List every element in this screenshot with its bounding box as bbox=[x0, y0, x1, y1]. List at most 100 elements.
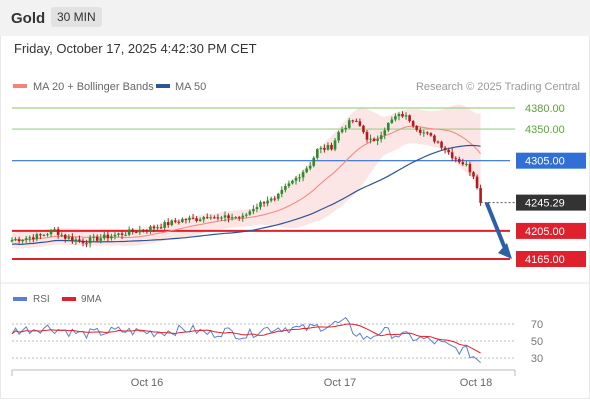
candle-body bbox=[220, 217, 223, 219]
symbol-title: Gold bbox=[11, 10, 46, 27]
candle-body bbox=[447, 149, 450, 153]
candle-body bbox=[376, 139, 379, 141]
candle-body bbox=[443, 147, 447, 150]
candle-body bbox=[49, 230, 53, 235]
candle-body bbox=[301, 172, 305, 178]
candle-body bbox=[53, 229, 56, 231]
x-tick-label-2: Oct 18 bbox=[460, 377, 492, 389]
candle-body bbox=[465, 163, 468, 165]
candle-body bbox=[369, 138, 372, 140]
candle-body bbox=[255, 207, 259, 210]
candle-body bbox=[305, 168, 308, 173]
candle-body bbox=[333, 140, 337, 150]
candle-body bbox=[205, 217, 209, 219]
candle-body bbox=[181, 219, 184, 223]
candle-body bbox=[422, 132, 426, 134]
candle-body bbox=[237, 217, 241, 219]
candle-body bbox=[106, 234, 110, 239]
forecast-arrow-head bbox=[498, 243, 512, 259]
candle-body bbox=[418, 130, 422, 133]
candle-body bbox=[198, 219, 202, 222]
candle-body bbox=[450, 152, 454, 159]
candle-body bbox=[188, 217, 191, 221]
candle-body bbox=[291, 180, 294, 184]
rsi-ma-line bbox=[11, 323, 481, 354]
candle-body bbox=[21, 239, 24, 242]
candle-body bbox=[230, 217, 234, 219]
candle-body bbox=[124, 234, 127, 236]
candle-body bbox=[429, 133, 433, 136]
candle-body bbox=[191, 217, 195, 219]
candle-body bbox=[227, 215, 230, 219]
candle-body bbox=[159, 227, 163, 229]
timeframe-badge[interactable]: 30 MIN bbox=[51, 7, 102, 27]
x-tick-label-0: Oct 16 bbox=[131, 377, 163, 389]
candle-body bbox=[78, 239, 81, 241]
candle-body bbox=[454, 158, 458, 160]
candle-body bbox=[259, 202, 262, 208]
candle-body bbox=[245, 214, 248, 216]
candle-body bbox=[241, 215, 245, 218]
level-tag-3 bbox=[516, 222, 586, 239]
candle-body bbox=[63, 234, 67, 239]
candle-body bbox=[99, 238, 103, 241]
candle-body bbox=[85, 243, 88, 245]
candle-body bbox=[461, 162, 465, 165]
candle-body bbox=[344, 127, 347, 130]
candle-body bbox=[156, 227, 159, 229]
candle-body bbox=[131, 229, 134, 232]
candle-body bbox=[177, 221, 181, 223]
candle-body bbox=[67, 237, 71, 239]
candle-body bbox=[394, 116, 397, 120]
rsi-tick-50: 50 bbox=[531, 336, 543, 348]
candle-body bbox=[383, 130, 387, 136]
candle-body bbox=[184, 219, 188, 221]
candle-body bbox=[287, 183, 291, 187]
rsi-tick-30: 30 bbox=[531, 353, 543, 365]
candle-body bbox=[117, 233, 120, 235]
candle-body bbox=[39, 234, 42, 236]
candle-body bbox=[280, 189, 284, 194]
candle-body bbox=[401, 114, 404, 117]
candle-body bbox=[362, 125, 365, 133]
candle-body bbox=[234, 217, 237, 219]
candle-body bbox=[216, 217, 220, 219]
candle-body bbox=[10, 240, 14, 242]
candle-body bbox=[372, 138, 376, 141]
candle-body bbox=[103, 234, 106, 239]
candle-body bbox=[308, 165, 312, 169]
level-label-3: 4205.00 bbox=[525, 226, 565, 238]
candle-body bbox=[170, 220, 174, 226]
candle-body bbox=[35, 234, 39, 240]
candle-body bbox=[17, 239, 21, 242]
candle-body bbox=[298, 177, 301, 179]
rsi-line bbox=[11, 316, 481, 364]
candle-body bbox=[440, 141, 443, 148]
candle-body bbox=[14, 239, 17, 241]
candle-body bbox=[202, 217, 205, 220]
candle-body bbox=[213, 217, 216, 219]
candle-body bbox=[113, 234, 117, 237]
candle-body bbox=[32, 237, 35, 240]
level-label-1: 4350.00 bbox=[525, 124, 565, 136]
level-tag-2 bbox=[516, 152, 586, 169]
candle-body bbox=[351, 120, 355, 122]
candle-body bbox=[411, 121, 415, 127]
level-tag-4 bbox=[516, 251, 586, 267]
candle-body bbox=[273, 198, 276, 200]
candle-body bbox=[312, 157, 316, 166]
candle-body bbox=[28, 237, 32, 239]
candle-body bbox=[142, 229, 145, 231]
candle-body bbox=[71, 237, 74, 241]
current-price-label: 4245.29 bbox=[525, 198, 565, 210]
candle-body bbox=[42, 234, 46, 236]
candle-body bbox=[262, 202, 266, 204]
candle-body bbox=[92, 236, 95, 238]
candle-body bbox=[323, 147, 326, 150]
candle-body bbox=[458, 159, 461, 163]
legend-swatch-rsi-ma bbox=[62, 297, 76, 301]
candle-body bbox=[276, 193, 280, 199]
candle-body bbox=[166, 222, 170, 226]
level-label-4: 4165.00 bbox=[525, 254, 565, 266]
candle-body bbox=[355, 120, 358, 122]
